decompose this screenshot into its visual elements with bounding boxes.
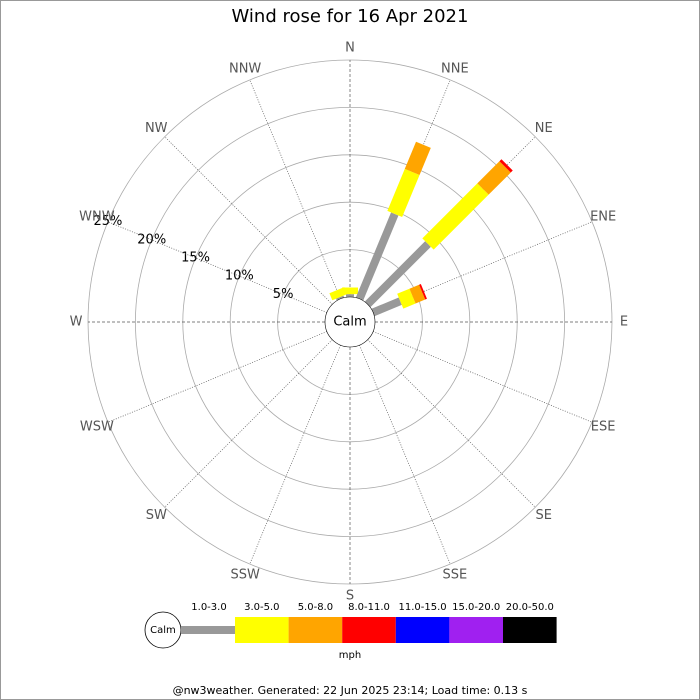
- spoke: [107, 221, 328, 313]
- r-tick-label: 20%: [137, 232, 166, 247]
- legend-label: 3.0-5.0: [244, 602, 279, 613]
- grid-ring: [134, 106, 566, 538]
- direction-label: SW: [146, 508, 167, 523]
- legend-swatch: [395, 617, 450, 643]
- spoke: [107, 331, 328, 423]
- direction-label: NE: [535, 121, 553, 136]
- r-tick-label: 15%: [181, 251, 210, 266]
- spoke: [367, 339, 536, 508]
- bar-segment: [364, 241, 431, 308]
- legend-swatch: [342, 617, 396, 643]
- legend-label: 15.0-20.0: [452, 602, 500, 613]
- direction-label: NNE: [441, 61, 469, 76]
- bar-segment: [336, 295, 345, 301]
- calm-circle: [324, 296, 376, 348]
- legend-swatch: [449, 617, 503, 643]
- grid-ring: [229, 201, 471, 443]
- legend-label: 11.0-15.0: [399, 602, 447, 613]
- footer: @nw3weather. Generated: 22 Jun 2025 23:1…: [173, 684, 528, 697]
- legend-label: 1.0-3.0: [191, 602, 226, 613]
- spoke: [249, 344, 341, 565]
- bar-segment: [422, 183, 489, 250]
- direction-label: ESE: [591, 419, 616, 434]
- bar-segment: [477, 161, 511, 195]
- r-tick-label: 5%: [273, 287, 294, 302]
- direction-label: SE: [536, 508, 552, 523]
- direction-label: NW: [145, 121, 168, 136]
- direction-label: ENE: [590, 210, 616, 225]
- bar-segment: [387, 168, 420, 218]
- bar-segment: [419, 284, 427, 300]
- spoke: [372, 331, 593, 423]
- legend-label: 20.0-50.0: [506, 602, 554, 613]
- legend-swatch: [503, 617, 557, 643]
- legend-label: 5.0-8.0: [298, 602, 333, 613]
- spoke: [372, 221, 593, 313]
- calm-label: Calm: [333, 315, 366, 330]
- legend-label: 8.0-11.0: [348, 602, 390, 613]
- direction-label: N: [345, 41, 355, 56]
- direction-label: E: [620, 315, 628, 330]
- spoke: [249, 79, 341, 300]
- direction-label: SSE: [442, 568, 467, 583]
- spoke: [164, 339, 333, 508]
- bar-segment: [404, 141, 431, 175]
- legend-unit: mph: [339, 650, 361, 661]
- bar-segment: [355, 212, 399, 301]
- bar-segment: [329, 287, 348, 301]
- legend-swatch: [288, 617, 343, 643]
- direction-label: WSW: [80, 419, 114, 434]
- direction-label: NNW: [229, 61, 261, 76]
- spoke: [359, 344, 451, 565]
- spoke: [164, 136, 333, 305]
- direction-label: W: [70, 315, 83, 330]
- bar-segment: [371, 297, 402, 317]
- direction-label: WNW: [79, 210, 115, 225]
- direction-label: S: [346, 589, 354, 604]
- direction-label: SSW: [230, 568, 260, 583]
- r-tick-label: 25%: [93, 214, 122, 229]
- legend-swatch: [181, 626, 235, 634]
- bar-segment: [397, 288, 416, 309]
- bar-segment: [409, 284, 426, 304]
- chart-title: Wind rose for 16 Apr 2021: [232, 6, 469, 27]
- legend-calm-label: Calm: [150, 625, 176, 636]
- legend-swatch: [235, 617, 289, 643]
- r-tick-label: 10%: [225, 269, 254, 284]
- spoke: [359, 79, 451, 300]
- bar-segment: [499, 159, 513, 173]
